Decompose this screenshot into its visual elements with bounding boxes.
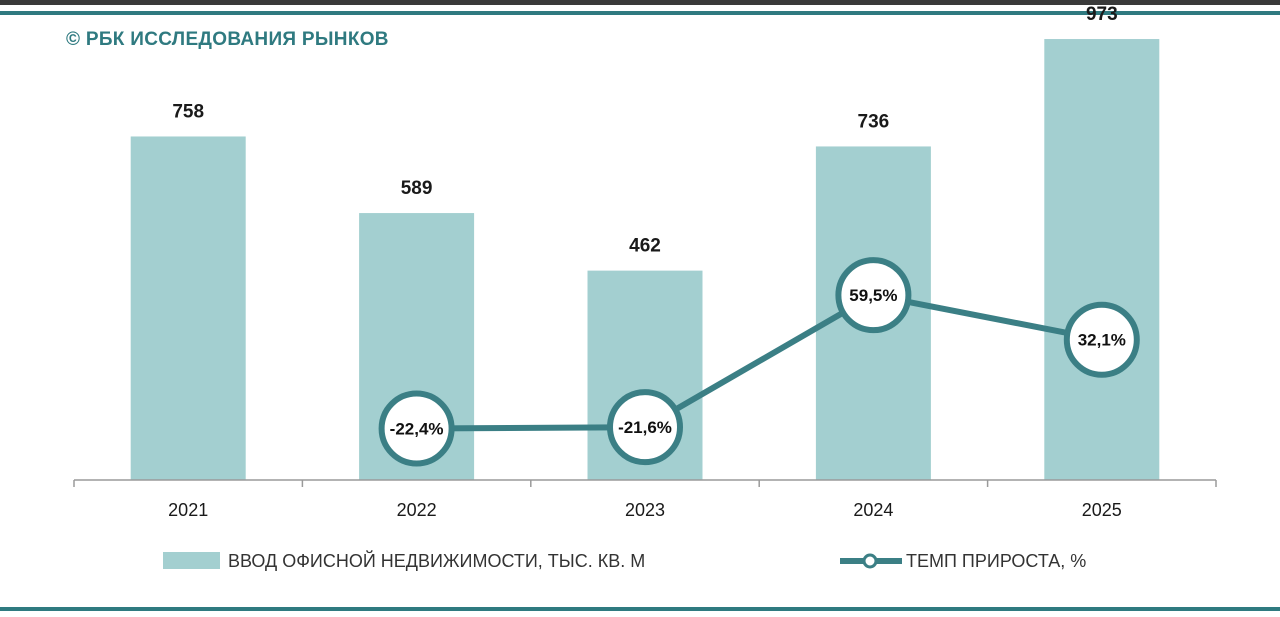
x-tick-label-2021: 2021 xyxy=(168,500,208,520)
growth-label-2022: -22,4% xyxy=(390,419,444,438)
growth-marker-2023 xyxy=(607,389,683,466)
bar-2021 xyxy=(130,136,246,480)
legend: ВВОД ОФИСНОЙ НЕДВИЖИМОСТИ, ТЫС. КВ. М ТЕМ… xyxy=(163,550,1086,571)
brand-caption: © РБК ИССЛЕДОВАНИЯ РЫНКОВ xyxy=(66,29,389,50)
top-border-dark xyxy=(0,0,1280,5)
bar-value-label-2021: 758 xyxy=(172,101,204,122)
legend-swatch-bar xyxy=(163,552,220,569)
growth-label-2025: 32,1% xyxy=(1078,331,1126,350)
legend-label-bar: ВВОД ОФИСНОЙ НЕДВИЖИМОСТИ, ТЫС. КВ. М xyxy=(228,550,645,571)
x-tick-label-2024: 2024 xyxy=(853,500,893,520)
x-tick-label-2022: 2022 xyxy=(397,500,437,520)
bar-value-label-2023: 462 xyxy=(629,236,661,257)
bar-2025 xyxy=(1044,39,1160,480)
growth-marker-2025 xyxy=(1063,301,1140,378)
bar-value-label-2025: 973 xyxy=(1086,4,1118,25)
growth-marker-2024 xyxy=(835,257,912,334)
x-axis: 2021 2022 2023 2024 2025 xyxy=(73,479,1217,520)
x-tick-label-2023: 2023 xyxy=(625,500,665,520)
growth-label-2024: 59,5% xyxy=(849,286,897,305)
growth-line-layer: -22,4% -21,6% 59,5% 32,1% xyxy=(378,257,1140,467)
top-border-teal xyxy=(0,11,1280,15)
legend-label-line: ТЕМП ПРИРОСТА, % xyxy=(906,551,1086,571)
growth-rate-line xyxy=(416,292,1103,432)
bar-value-label-2022: 589 xyxy=(401,178,433,199)
bar-value-label-2024: 736 xyxy=(858,111,890,132)
bottom-border xyxy=(0,607,1280,611)
x-tick-label-2025: 2025 xyxy=(1082,500,1122,520)
growth-marker-2022 xyxy=(378,390,455,467)
growth-label-2023: -21,6% xyxy=(618,418,672,437)
legend-swatch-marker xyxy=(862,553,878,569)
